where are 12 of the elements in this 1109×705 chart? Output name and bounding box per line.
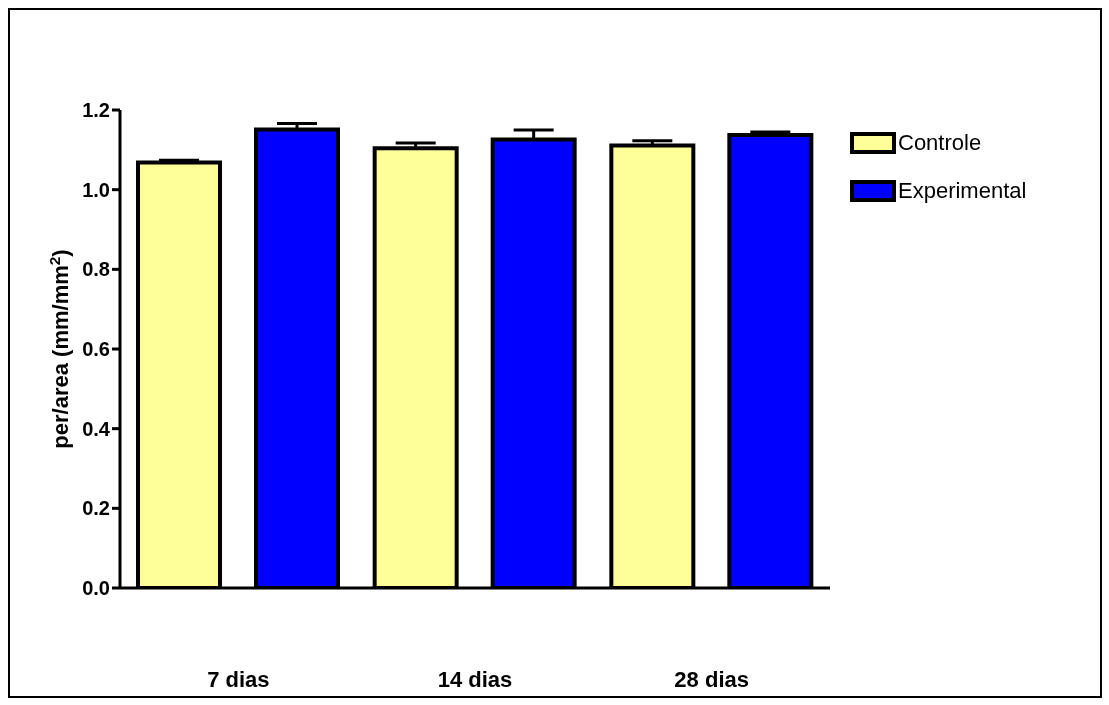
x-tick-label: 7 dias — [207, 666, 270, 692]
legend-label: Controle — [898, 130, 982, 156]
y-tick-label: 0.4 — [82, 417, 111, 440]
y-tick-label: 0.2 — [82, 497, 110, 520]
x-tick-label: 28 dias — [674, 666, 749, 692]
y-tick-label: 1.2 — [82, 99, 110, 122]
legend-label: Experimental — [898, 178, 1027, 204]
y-tick-label: 0.8 — [82, 258, 110, 281]
y-tick-label: 0.0 — [82, 577, 110, 600]
y-tick-label: 1.0 — [82, 178, 110, 201]
y-tick-label: 0.6 — [82, 338, 110, 361]
x-tick-label: 14 dias — [437, 666, 513, 692]
